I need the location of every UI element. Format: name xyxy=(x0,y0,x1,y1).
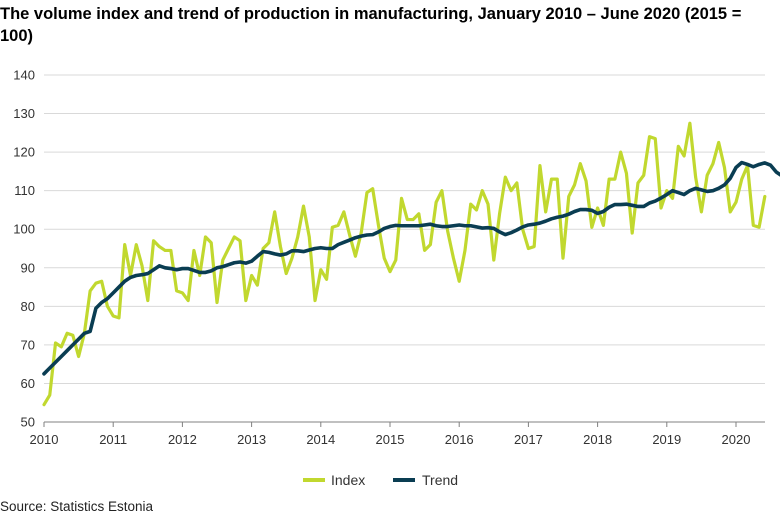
x-tick-label: 2019 xyxy=(652,432,681,447)
y-tick-label: 110 xyxy=(14,183,35,198)
x-tick-label: 2016 xyxy=(445,432,474,447)
y-tick-label: 50 xyxy=(21,415,35,430)
x-tick-label: 2012 xyxy=(168,432,197,447)
x-tick-label: 2015 xyxy=(376,432,405,447)
x-tick-label: 2020 xyxy=(722,432,751,447)
y-tick-label: 140 xyxy=(13,68,35,83)
legend: Index Trend xyxy=(303,472,458,488)
y-tick-label: 90 xyxy=(21,260,35,275)
legend-label-index: Index xyxy=(331,472,365,488)
x-tick-label: 2017 xyxy=(514,432,543,447)
source-note: Source: Statistics Estonia xyxy=(0,499,154,514)
gridlines xyxy=(44,74,765,384)
axes: 50 60 70 80 90 100 110 120 130 140 2010 2011 2012 201… xyxy=(13,68,765,447)
x-tick-label: 2010 xyxy=(30,432,59,447)
y-tick-label: 70 xyxy=(21,337,35,352)
x-tick-label: 2018 xyxy=(583,432,612,447)
series-line-index xyxy=(42,121,767,407)
legend-label-trend: Trend xyxy=(422,472,458,488)
y-tick-label: 60 xyxy=(21,376,35,391)
series-line-trend xyxy=(42,160,780,376)
y-tick-label: 80 xyxy=(21,299,35,314)
y-tick-label: 130 xyxy=(13,106,35,121)
series-lines xyxy=(42,121,780,407)
x-tick-label: 2014 xyxy=(306,432,335,447)
y-tick-label: 100 xyxy=(13,222,35,237)
x-tick-label: 2013 xyxy=(237,432,266,447)
y-tick-label: 120 xyxy=(13,145,35,160)
x-tick-label: 2011 xyxy=(99,432,127,447)
chart-title: The volume index and trend of production… xyxy=(0,5,742,45)
